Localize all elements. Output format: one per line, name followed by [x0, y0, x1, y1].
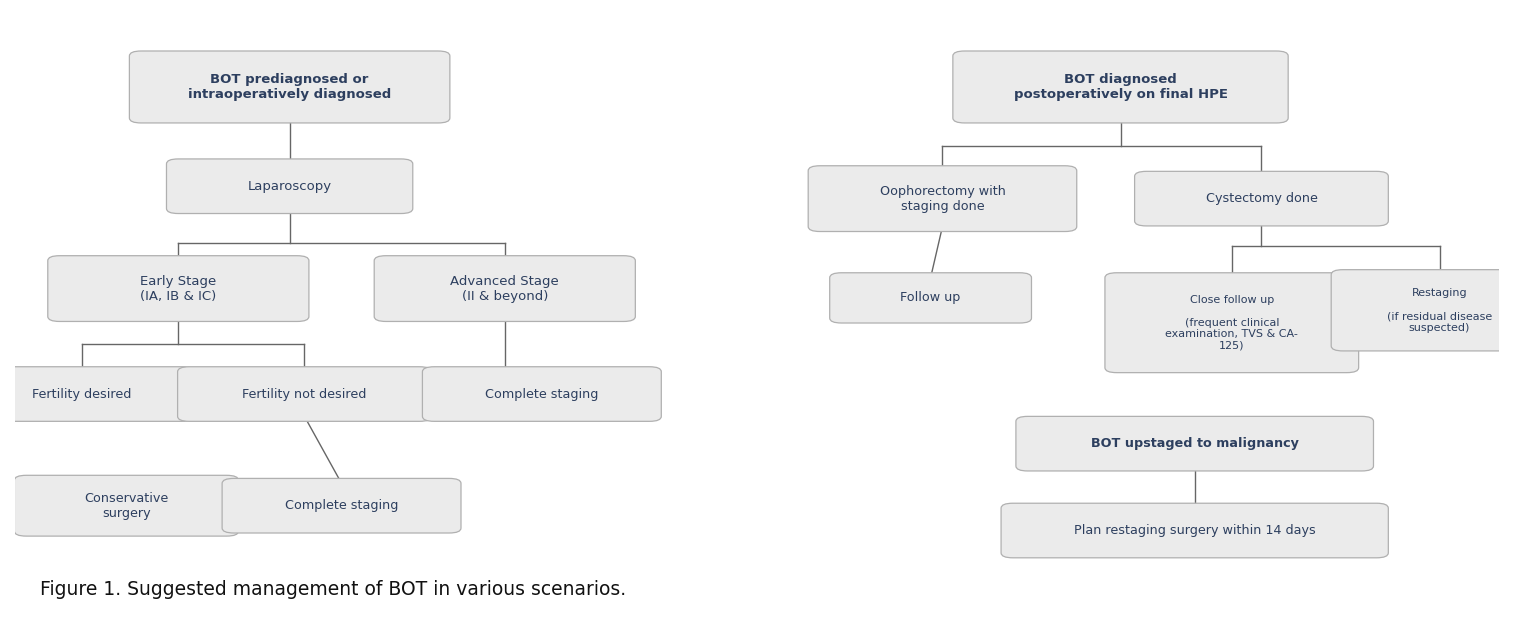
Text: Fertility not desired: Fertility not desired — [242, 387, 366, 401]
Text: Cystectomy done: Cystectomy done — [1205, 192, 1317, 205]
FancyBboxPatch shape — [15, 475, 238, 536]
FancyBboxPatch shape — [422, 367, 662, 422]
FancyBboxPatch shape — [177, 367, 431, 422]
Text: BOT upstaged to malignancy: BOT upstaged to malignancy — [1090, 437, 1299, 450]
Text: Early Stage
(IA, IB & IC): Early Stage (IA, IB & IC) — [141, 275, 217, 303]
FancyBboxPatch shape — [374, 256, 636, 322]
FancyBboxPatch shape — [167, 159, 413, 213]
FancyBboxPatch shape — [952, 51, 1288, 123]
Text: Advanced Stage
(II & beyond): Advanced Stage (II & beyond) — [450, 275, 559, 303]
Text: Oophorectomy with
staging done: Oophorectomy with staging done — [880, 185, 1005, 213]
FancyBboxPatch shape — [1105, 273, 1358, 373]
Text: BOT prediagnosed or
intraoperatively diagnosed: BOT prediagnosed or intraoperatively dia… — [188, 73, 391, 101]
FancyBboxPatch shape — [830, 273, 1031, 323]
FancyBboxPatch shape — [0, 367, 194, 422]
FancyBboxPatch shape — [1016, 417, 1373, 471]
Text: Fertility desired: Fertility desired — [32, 387, 132, 401]
Text: Close follow up

(frequent clinical
examination, TVS & CA-
125): Close follow up (frequent clinical exami… — [1166, 294, 1297, 351]
FancyBboxPatch shape — [1134, 172, 1388, 226]
Text: Laparoscopy: Laparoscopy — [248, 180, 332, 192]
Text: Complete staging: Complete staging — [484, 387, 598, 401]
Text: Restaging

(if residual disease
suspected): Restaging (if residual disease suspected… — [1387, 288, 1493, 333]
Text: Conservative
surgery: Conservative surgery — [85, 492, 168, 520]
Text: Follow up: Follow up — [901, 291, 961, 304]
Text: Plan restaging surgery within 14 days: Plan restaging surgery within 14 days — [1073, 524, 1316, 537]
FancyBboxPatch shape — [223, 479, 460, 533]
FancyBboxPatch shape — [129, 51, 450, 123]
FancyBboxPatch shape — [1331, 270, 1514, 351]
Text: Figure 1. Suggested management of BOT in various scenarios.: Figure 1. Suggested management of BOT in… — [41, 580, 627, 599]
FancyBboxPatch shape — [1001, 503, 1388, 558]
Text: BOT diagnosed
postoperatively on final HPE: BOT diagnosed postoperatively on final H… — [1013, 73, 1228, 101]
FancyBboxPatch shape — [48, 256, 309, 322]
FancyBboxPatch shape — [808, 166, 1076, 232]
Text: Complete staging: Complete staging — [285, 499, 398, 512]
